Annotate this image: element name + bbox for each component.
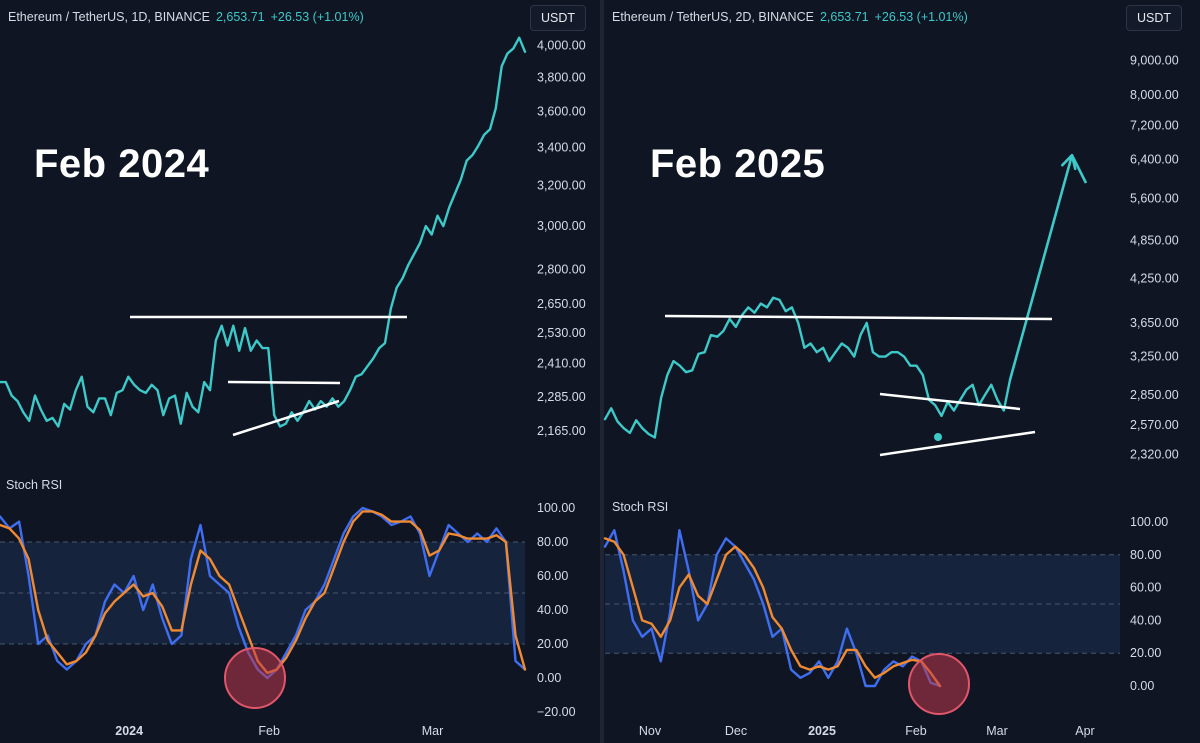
left-price-tick-label: 2,800.00 (537, 262, 586, 276)
right-rsi-d-line (603, 537, 942, 688)
left-rsi-tick-label: 40.00 (537, 603, 568, 617)
right-price-tick-label: 7,200.00 (1130, 118, 1179, 132)
right-price-tick-label: 3,650.00 (1130, 316, 1179, 330)
right-rsi-tick-label: 60.00 (1130, 581, 1161, 595)
left-price-tick-label: 4,000.00 (537, 39, 586, 53)
left-rsi-tick-label: 0.00 (537, 671, 561, 685)
right-rsi-tick-label: 80.00 (1130, 548, 1161, 562)
right-chart-header: Ethereum / TetherUS, 2D, BINANCE 2,653.71… (612, 10, 968, 24)
right-price-series-line (603, 296, 1012, 439)
right-price-change: +26.53 (+1.01%) (874, 10, 968, 24)
left-price-tick-label: 3,800.00 (537, 71, 586, 85)
right-current-dot (934, 433, 942, 441)
left-big-title: Feb 2024 (34, 142, 210, 186)
left-unit-button[interactable]: USDT (530, 5, 587, 31)
left-rsi-tick-label: 100.00 (537, 501, 575, 515)
left-rsi-tick-label: 60.00 (537, 569, 568, 583)
right-price-tick-label: 9,000.00 (1130, 54, 1179, 68)
right-wedge-top-line (879, 392, 1021, 411)
right-price-tick-label: 2,570.00 (1130, 418, 1179, 432)
right-price-tick-label: 5,600.00 (1130, 191, 1179, 205)
right-price-tick-label: 4,850.00 (1130, 233, 1179, 247)
panel-divider (600, 0, 604, 743)
right-rsi-band (605, 554, 1120, 654)
left-price-tick-label: 3,200.00 (537, 179, 586, 193)
left-price-value: 2,653.71 (215, 10, 265, 24)
right-rsi-tick-label: 40.00 (1130, 613, 1161, 627)
right-price-value: 2,653.71 (819, 10, 869, 24)
right-price-tick-label: 8,000.00 (1130, 88, 1179, 102)
right-x-tick-label: Nov (639, 724, 662, 738)
right-price-tick-label: 6,400.00 (1130, 153, 1179, 167)
right-rsi-tick-label: 20.00 (1130, 646, 1161, 660)
left-price-tick-label: 2,410.00 (537, 357, 586, 371)
left-price-tick-label: 2,165.00 (537, 424, 586, 438)
right-price-tick-label: 3,250.00 (1130, 350, 1179, 364)
right-wedge-bottom-line (879, 430, 1036, 457)
right-indicator-label: Stoch RSI (612, 500, 669, 514)
right-symbol-label: Ethereum / TetherUS, 2D, BINANCE (612, 10, 814, 24)
left-price-change: +26.53 (+1.01%) (270, 10, 364, 24)
left-x-tick-label: Feb (258, 724, 280, 738)
left-symbol-label: Ethereum / TetherUS, 1D, BINANCE (8, 10, 210, 24)
left-rsi-tick-label: 80.00 (537, 535, 568, 549)
right-oversold-highlight (908, 653, 970, 715)
left-oversold-highlight (224, 647, 286, 709)
left-price-tick-label: 3,600.00 (537, 105, 586, 119)
left-x-tick-label: 2024 (115, 724, 143, 738)
right-resistance-line (664, 314, 1053, 321)
left-chart-header: Ethereum / TetherUS, 1D, BINANCE 2,653.71… (8, 10, 364, 24)
right-price-tick-label: 4,250.00 (1130, 272, 1179, 286)
right-big-title: Feb 2025 (650, 142, 826, 186)
right-x-tick-label: Apr (1075, 724, 1094, 738)
right-x-tick-label: Feb (905, 724, 927, 738)
left-x-tick-label: Mar (422, 724, 444, 738)
right-x-tick-label: 2025 (808, 724, 836, 738)
right-projection-arrow-line (1008, 154, 1074, 381)
right-projection-arrow-tail (1070, 154, 1088, 184)
right-price-tick-label: 2,320.00 (1130, 448, 1179, 462)
left-indicator-label: Stoch RSI (6, 478, 63, 492)
left-price-tick-label: 3,000.00 (537, 219, 586, 233)
right-price-tick-label: 2,850.00 (1130, 388, 1179, 402)
left-price-tick-label: 2,530.00 (537, 326, 586, 340)
right-rsi-tick-label: 100.00 (1130, 515, 1168, 529)
left-rsi-tick-label: 20.00 (537, 637, 568, 651)
right-rsi-k-line (603, 529, 942, 688)
right-x-tick-label: Mar (986, 724, 1008, 738)
left-price-tick-label: 2,285.00 (537, 390, 586, 404)
left-price-tick-label: 2,650.00 (537, 297, 586, 311)
left-price-series-line (0, 36, 527, 428)
right-rsi-tick-label: 0.00 (1130, 679, 1154, 693)
right-unit-button[interactable]: USDT (1126, 5, 1183, 31)
left-triangle-top-line (227, 380, 341, 385)
left-price-tick-label: 3,400.00 (537, 141, 586, 155)
right-x-tick-label: Dec (725, 724, 747, 738)
left-triangle-bottom-line (232, 399, 340, 437)
left-rsi-tick-label: −20.00 (537, 705, 576, 719)
